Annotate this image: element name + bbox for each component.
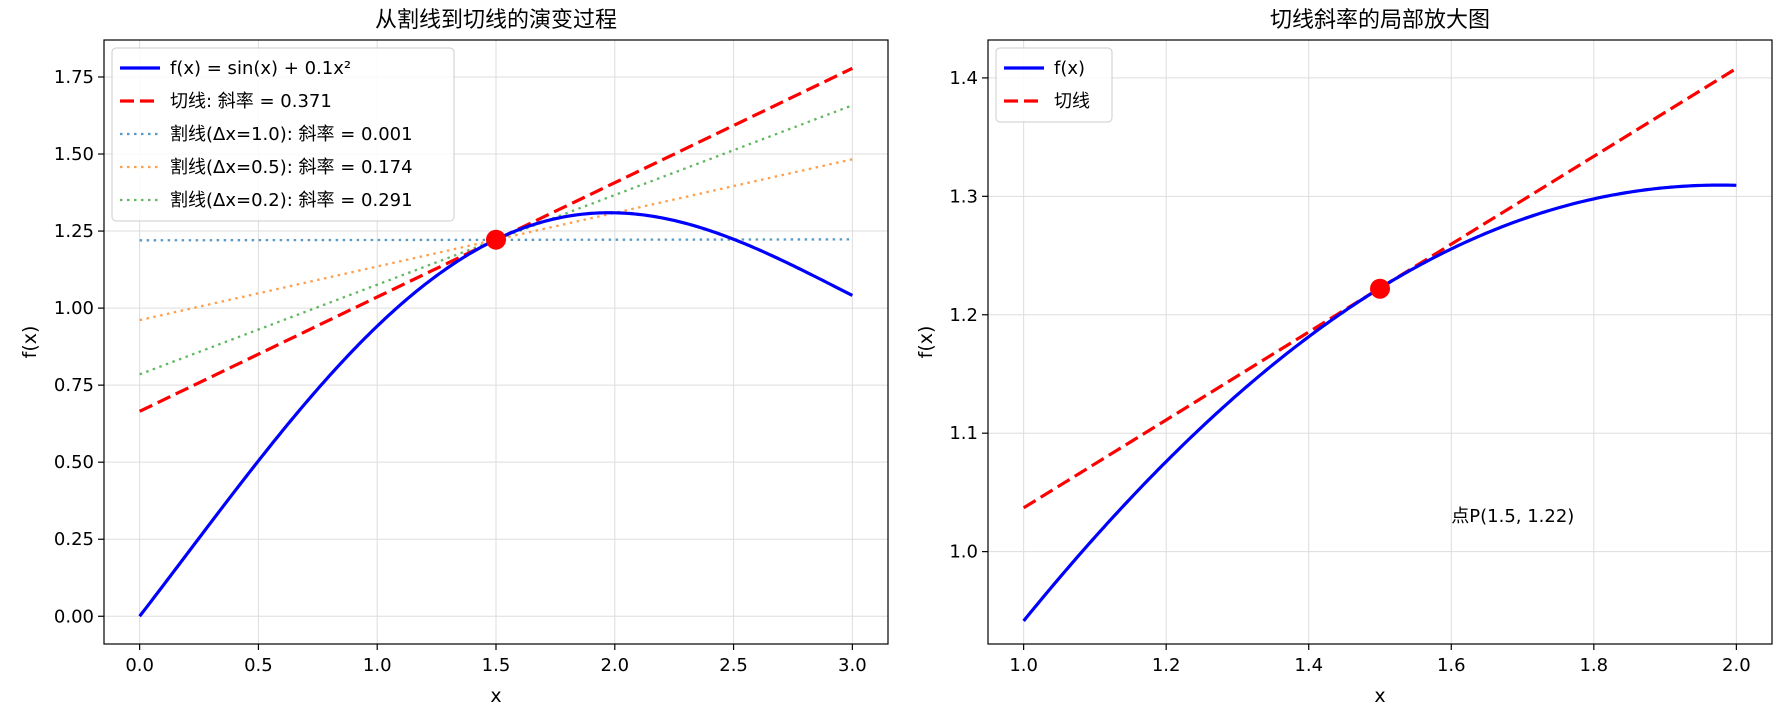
chart-right-title: 切线斜率的局部放大图 (1270, 8, 1490, 33)
x-tick-label: 2.0 (600, 655, 629, 676)
series-line-1 (138, 66, 854, 413)
x-tick-label: 1.5 (482, 655, 511, 676)
legend-label-1: 切线: 斜率 = 0.371 (170, 91, 332, 112)
y-tick-label: 1.25 (54, 221, 94, 242)
chart-left-title: 从割线到切线的演变过程 (375, 8, 617, 33)
x-tick-label: 1.0 (1009, 655, 1038, 676)
legend-label-0: f(x) (1054, 58, 1085, 79)
series-line-0 (1022, 183, 1737, 622)
x-tick-label: 0.0 (125, 655, 154, 676)
y-tick-label: 1.0 (949, 542, 978, 563)
chart-right-ylabel: f(x) (915, 326, 937, 359)
y-tick-label: 1.3 (949, 186, 978, 207)
series-line-4 (139, 104, 853, 376)
y-tick-label: 0.00 (54, 606, 94, 627)
y-tick-label: 1.4 (949, 68, 978, 89)
x-tick-label: 2.5 (719, 655, 748, 676)
legend-label-1: 切线 (1054, 91, 1090, 112)
chart-left-ylabel: f(x) (19, 326, 41, 359)
y-tick-label: 1.50 (54, 144, 94, 165)
chart-right-legend: f(x) 切线 (995, 47, 1113, 123)
legend-box (111, 47, 455, 222)
y-tick-label: 1.1 (949, 423, 978, 444)
chart-left-legend: f(x) = sin(x) + 0.1x² 切线: 斜率 = 0.371 割线(Δx… (111, 47, 455, 222)
y-tick-label: 1.00 (54, 298, 94, 319)
chart-left-plot-area (138, 66, 854, 618)
chart-right-grid (988, 40, 1772, 644)
y-tick-label: 0.50 (54, 452, 94, 473)
chart-right: 切线斜率的局部放大图 x f(x) 1.0 1.2 1.4 1.6 1.8 2.01.01… (915, 8, 1773, 707)
legend-label-2: 割线(Δx=1.0): 斜率 = 0.001 (170, 124, 413, 145)
legend-label-4: 割线(Δx=0.2): 斜率 = 0.291 (170, 190, 413, 211)
x-tick-label: 1.2 (1152, 655, 1181, 676)
chart-right-plot-area (1022, 67, 1738, 622)
x-tick-label: 3.0 (838, 655, 867, 676)
x-tick-label: 2.0 (1722, 655, 1751, 676)
x-tick-label: 1.6 (1437, 655, 1466, 676)
legend-label-3: 割线(Δx=0.5): 斜率 = 0.174 (170, 157, 413, 178)
chart-right-frame (987, 39, 1773, 645)
x-tick-label: 1.8 (1579, 655, 1608, 676)
y-tick-label: 0.75 (54, 375, 94, 396)
y-tick-label: 1.75 (54, 67, 94, 88)
x-tick-label: 1.4 (1294, 655, 1323, 676)
y-tick-label: 1.2 (949, 305, 978, 326)
point-p-marker (1370, 278, 1390, 299)
chart-left-xlabel: x (490, 685, 501, 707)
chart-right-xlabel: x (1374, 685, 1385, 707)
x-tick-label: 0.5 (244, 655, 273, 676)
y-tick-label: 0.25 (54, 529, 94, 550)
legend-label-0: f(x) = sin(x) + 0.1x² (170, 58, 351, 79)
chart-left-ticks: 0.0 0.5 1.0 1.5 2.0 2.5 3.0 0.00 0.25 0.50 0.75 1.0… (54, 67, 867, 676)
point-p-marker (486, 229, 506, 250)
chart-right-ticks: 1.0 1.2 1.4 1.6 1.8 2.0 1.0 1.1 1.2 1.3 1.4 (949, 68, 1750, 676)
x-tick-label: 1.0 (363, 655, 392, 676)
chart-left: 从割线到切线的演变过程 x f(x) 0.0 0.5 1.0 1.5 2.0 2.5 3.0… (19, 8, 889, 707)
point-p-annotation: 点P(1.5, 1.22) (1451, 506, 1574, 527)
